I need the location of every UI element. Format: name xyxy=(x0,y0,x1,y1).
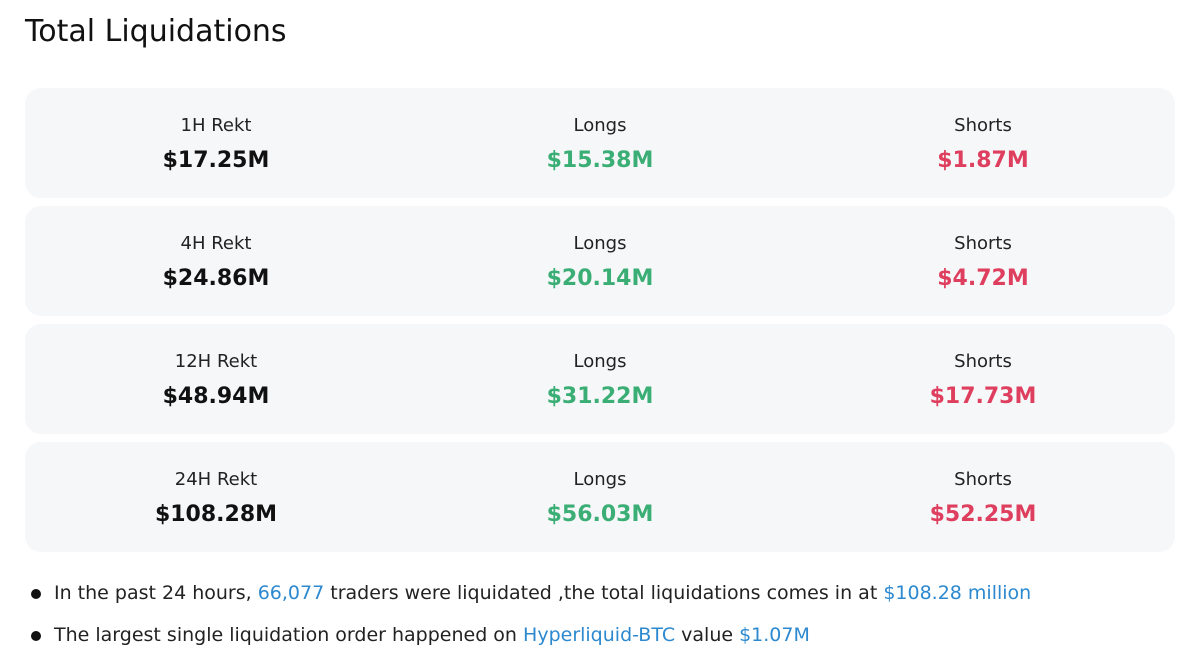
text: value xyxy=(675,624,740,646)
value: $52.25M xyxy=(929,502,1037,527)
label: 1H Rekt xyxy=(180,115,252,136)
label: Shorts xyxy=(954,351,1012,372)
value: $108.28M xyxy=(154,502,278,527)
label: Longs xyxy=(573,351,627,372)
value: $17.73M xyxy=(929,384,1037,409)
value: $4.72M xyxy=(937,266,1029,291)
note-text: In the past 24 hours, 66,077 traders wer… xyxy=(54,582,1031,604)
link: $1.07M xyxy=(739,624,810,646)
label: 24H Rekt xyxy=(174,469,258,490)
liquidation-row: 24H Rekt $108.28M Longs $56.03M Shorts $52.25… xyxy=(25,442,1175,552)
bullet xyxy=(31,589,41,599)
liquidation-row: 4H Rekt $24.86M Longs $20.14M Shorts $4.72M xyxy=(25,206,1175,316)
value: $31.22M xyxy=(546,384,654,409)
page-title: Total Liquidations xyxy=(25,14,287,49)
value: $48.94M xyxy=(162,384,270,409)
link: 66,077 xyxy=(257,582,325,604)
note-text: The largest single liquidation order hap… xyxy=(54,624,810,646)
value: $56.03M xyxy=(546,502,654,527)
text: The largest single liquidation order hap… xyxy=(54,624,524,646)
label: 12H Rekt xyxy=(174,351,258,372)
label: Longs xyxy=(573,469,627,490)
label: Longs xyxy=(573,233,627,254)
liquidation-row: 1H Rekt $17.25M Longs $15.38M Shorts $1.87M xyxy=(25,88,1175,198)
link: Hyperliquid-BTC xyxy=(523,624,676,646)
value: $1.87M xyxy=(937,148,1029,173)
link: $108.28 million xyxy=(883,582,1032,604)
value: $15.38M xyxy=(546,148,654,173)
value: $24.86M xyxy=(162,266,270,291)
text: In the past 24 hours, xyxy=(54,582,258,604)
label: 4H Rekt xyxy=(180,233,252,254)
label: Longs xyxy=(573,115,627,136)
liquidation-row: 12H Rekt $48.94M Longs $31.22M Shorts $17.73M xyxy=(25,324,1175,434)
label: Shorts xyxy=(954,469,1012,490)
bullet xyxy=(31,631,41,641)
label: Shorts xyxy=(954,115,1012,136)
text: traders were liquidated ,the total liqui… xyxy=(324,582,884,604)
value: $20.14M xyxy=(546,266,654,291)
value: $17.25M xyxy=(162,148,270,173)
label: Shorts xyxy=(954,233,1012,254)
